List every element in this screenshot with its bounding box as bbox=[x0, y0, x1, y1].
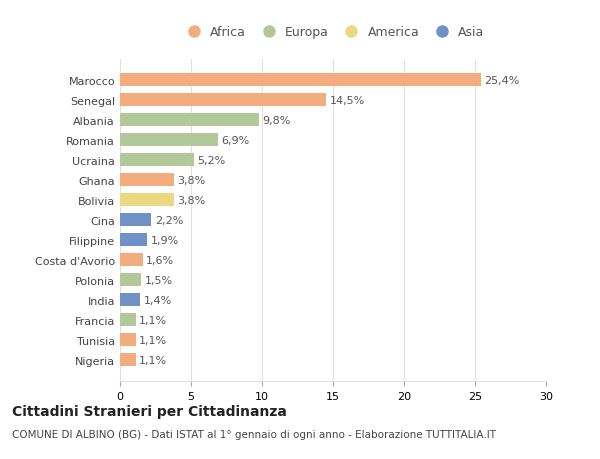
Bar bbox=[120, 234, 147, 247]
Text: 25,4%: 25,4% bbox=[484, 76, 520, 86]
Text: 1,5%: 1,5% bbox=[145, 275, 173, 285]
Bar bbox=[120, 274, 142, 286]
Text: 2,2%: 2,2% bbox=[155, 215, 183, 225]
Bar bbox=[120, 353, 136, 366]
Legend: Africa, Europa, America, Asia: Africa, Europa, America, Asia bbox=[176, 21, 490, 44]
Bar bbox=[120, 74, 481, 87]
Text: 1,9%: 1,9% bbox=[151, 235, 179, 245]
Bar bbox=[120, 313, 136, 326]
Bar bbox=[120, 294, 140, 307]
Text: 1,1%: 1,1% bbox=[139, 315, 167, 325]
Text: 3,8%: 3,8% bbox=[178, 196, 206, 205]
Text: 5,2%: 5,2% bbox=[197, 156, 226, 166]
Text: 1,6%: 1,6% bbox=[146, 255, 175, 265]
Text: 1,1%: 1,1% bbox=[139, 335, 167, 345]
Text: 3,8%: 3,8% bbox=[178, 175, 206, 185]
Bar bbox=[120, 254, 143, 267]
Text: 6,9%: 6,9% bbox=[221, 135, 250, 146]
Bar bbox=[120, 134, 218, 147]
Text: 14,5%: 14,5% bbox=[329, 96, 365, 106]
Text: 9,8%: 9,8% bbox=[263, 116, 291, 126]
Text: 1,1%: 1,1% bbox=[139, 355, 167, 365]
Bar bbox=[120, 114, 259, 127]
Text: COMUNE DI ALBINO (BG) - Dati ISTAT al 1° gennaio di ogni anno - Elaborazione TUT: COMUNE DI ALBINO (BG) - Dati ISTAT al 1°… bbox=[12, 429, 496, 439]
Bar bbox=[120, 334, 136, 347]
Bar bbox=[120, 154, 194, 167]
Text: Cittadini Stranieri per Cittadinanza: Cittadini Stranieri per Cittadinanza bbox=[12, 404, 287, 418]
Bar bbox=[120, 194, 174, 207]
Bar bbox=[120, 174, 174, 187]
Bar bbox=[120, 214, 151, 227]
Text: 1,4%: 1,4% bbox=[143, 295, 172, 305]
Bar bbox=[120, 94, 326, 107]
